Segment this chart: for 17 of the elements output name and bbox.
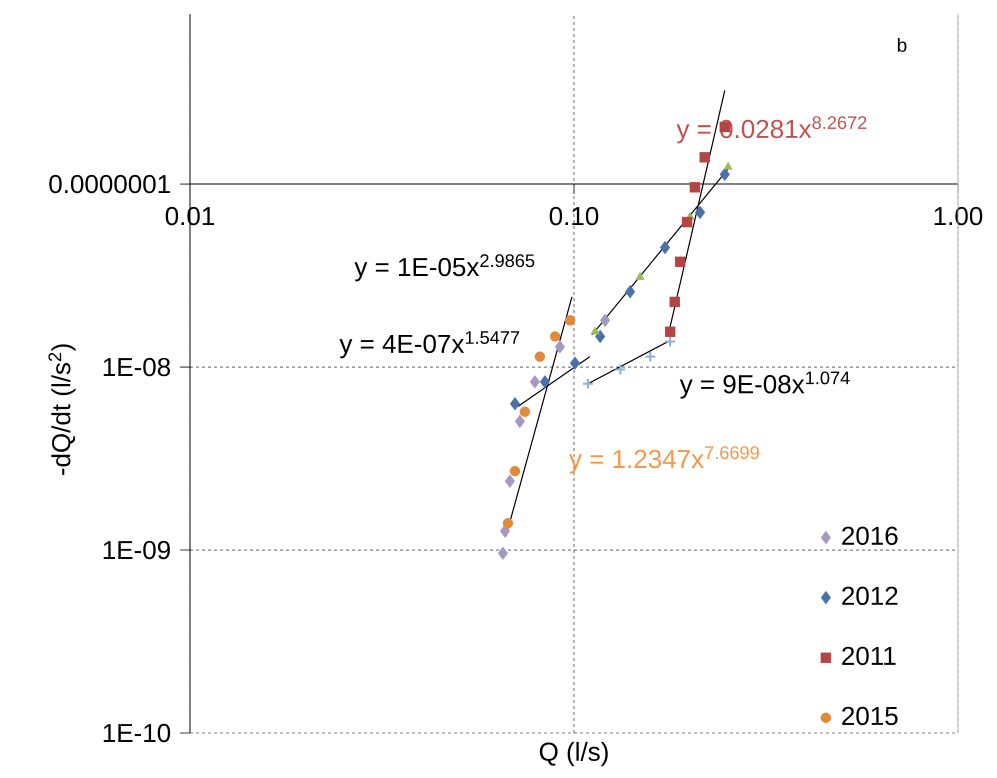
x-tick-label: 1.00 (934, 206, 982, 226)
annotation: y = 1E-05x$^{2.9865}$ (354, 254, 534, 282)
x-tick-label: 0.10 (550, 206, 598, 226)
legend-label: 2012 (842, 586, 898, 606)
annotation: y = 4E-07x$^{1.5477}$ (339, 331, 520, 358)
y-axis-title: -dQ/dt (l/s$^{2}$) (48, 344, 76, 476)
legend-label: 2015 (842, 706, 898, 726)
annotation: y = 9E-08x$^{1.074}$ (680, 371, 850, 399)
legend-label: 2016 (842, 526, 898, 545)
legend-label: 2011 (842, 646, 896, 666)
y-tick-label: 1E-09 (104, 540, 170, 560)
y-tick-label: 1E-10 (104, 724, 170, 742)
y-tick-label: 1E-08 (104, 358, 170, 376)
annotation: y = 1.2347x$^{7.6699}$ (569, 446, 759, 474)
y-tick-label: 0.0000001 (49, 174, 170, 194)
x-axis-title: Q (l/s) (540, 742, 608, 766)
annotation: b (898, 38, 906, 52)
